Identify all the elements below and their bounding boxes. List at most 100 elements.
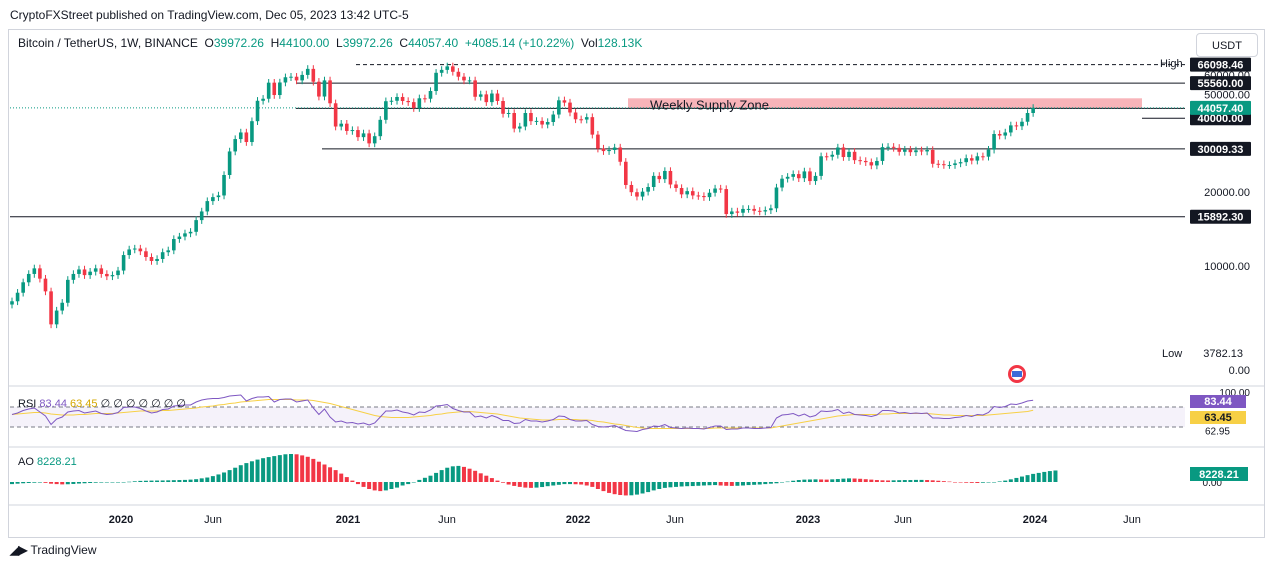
ao-bar — [155, 480, 160, 482]
candle-body — [791, 174, 795, 177]
candle-body — [545, 122, 550, 125]
y-tick-label: 20000.00 — [1204, 187, 1250, 199]
candle-body — [194, 220, 198, 232]
candle-body — [908, 149, 913, 153]
candle-body — [43, 278, 48, 292]
ao-bar — [350, 480, 355, 482]
ao-bar — [646, 482, 651, 493]
ao-name[interactable]: AO — [18, 456, 34, 468]
candle-body — [216, 195, 221, 198]
candle-body — [423, 98, 427, 100]
candle-body — [356, 130, 360, 138]
ao-bar — [160, 480, 165, 482]
ao-bar — [724, 482, 729, 486]
candle-body — [897, 147, 902, 152]
candle-body — [914, 150, 918, 153]
ao-bar — [255, 459, 260, 482]
x-tick-label: Jun — [1123, 514, 1141, 526]
ao-bar — [1003, 480, 1008, 482]
ao-bar — [10, 482, 14, 485]
ao-bar — [99, 482, 104, 483]
ao-bar — [629, 482, 634, 496]
ao-bar — [958, 482, 963, 483]
ao-bar — [634, 482, 639, 495]
candle-body — [780, 178, 784, 188]
ao-bar — [383, 482, 388, 491]
ao-bar — [919, 479, 924, 482]
ao-legend: AO 8228.21 — [18, 456, 77, 468]
ao-bar — [785, 481, 790, 483]
tradingview-footer[interactable]: ◢▶ TradingView — [10, 543, 97, 557]
us-flag-icon-field — [1012, 371, 1022, 377]
candle-body — [796, 174, 801, 179]
candle-body — [1025, 112, 1030, 122]
candle-body — [32, 268, 37, 274]
ao-legend-value: 8228.21 — [36, 456, 77, 468]
candle-body — [584, 117, 589, 120]
candle-body — [707, 192, 712, 198]
level-tag: 30009.33 — [1198, 144, 1244, 156]
ao-bar — [60, 482, 65, 485]
ao-bar — [657, 482, 662, 489]
candle-body — [635, 192, 639, 197]
candle-body — [305, 68, 310, 75]
rsi-name[interactable]: RSI — [18, 398, 37, 410]
ao-bar — [37, 482, 42, 483]
candle-body — [345, 123, 349, 131]
ao-bar — [428, 475, 433, 482]
candle-body — [869, 162, 874, 166]
ao-bar — [188, 479, 193, 482]
ao-bar — [54, 482, 59, 485]
low-marker-label: Low — [1162, 348, 1182, 360]
ao-bar — [696, 482, 701, 486]
ao-bar — [238, 465, 243, 482]
publisher-line: CryptoFXStreet published on TradingView.… — [10, 8, 409, 22]
ao-bar — [361, 482, 366, 487]
candle-body — [99, 268, 104, 274]
candle-body — [395, 96, 399, 101]
candle-body — [1014, 125, 1019, 127]
candle-body — [690, 191, 695, 196]
ao-bar — [913, 479, 918, 482]
candle-body — [841, 147, 846, 158]
candle-body — [808, 171, 812, 182]
ao-bar — [489, 478, 494, 482]
candle-body — [802, 171, 807, 179]
ao-bar — [941, 481, 946, 482]
candle-body — [372, 136, 377, 144]
ao-bar — [138, 480, 143, 482]
candle-body — [997, 133, 1002, 136]
candle-body — [222, 174, 226, 196]
symbol-title[interactable]: Bitcoin / TetherUS, 1W, BINANCE — [18, 36, 198, 50]
ao-bar — [467, 468, 472, 482]
high-value: 44100.00 — [279, 36, 330, 50]
ao-bar — [992, 482, 997, 483]
candle-body — [1031, 107, 1035, 113]
rsi-ma-value: 63.45 — [70, 398, 98, 410]
ao-bar — [869, 479, 874, 482]
volume-label: Vol — [580, 36, 598, 50]
ao-bar — [528, 482, 533, 488]
candle-body — [378, 119, 383, 137]
candle-body — [10, 301, 14, 305]
currency-button[interactable]: USDT — [1196, 33, 1258, 57]
ao-bar — [780, 482, 785, 483]
candle-body — [852, 151, 857, 161]
ao-bar — [975, 482, 980, 483]
candle-body — [930, 149, 935, 164]
ao-bar — [1053, 470, 1058, 482]
x-tick-label: 2022 — [566, 514, 590, 526]
ao-bar — [986, 482, 991, 483]
candle-body — [93, 268, 98, 272]
candle-body — [724, 189, 729, 215]
ao-bar — [1014, 477, 1019, 482]
x-tick-label: Jun — [204, 514, 222, 526]
candle-body — [283, 77, 288, 83]
candle-body — [434, 72, 438, 92]
ao-bar — [863, 479, 868, 482]
candle-body — [333, 103, 338, 127]
ao-bar — [294, 454, 299, 482]
candle-body — [26, 273, 31, 283]
ao-bar — [171, 480, 176, 482]
